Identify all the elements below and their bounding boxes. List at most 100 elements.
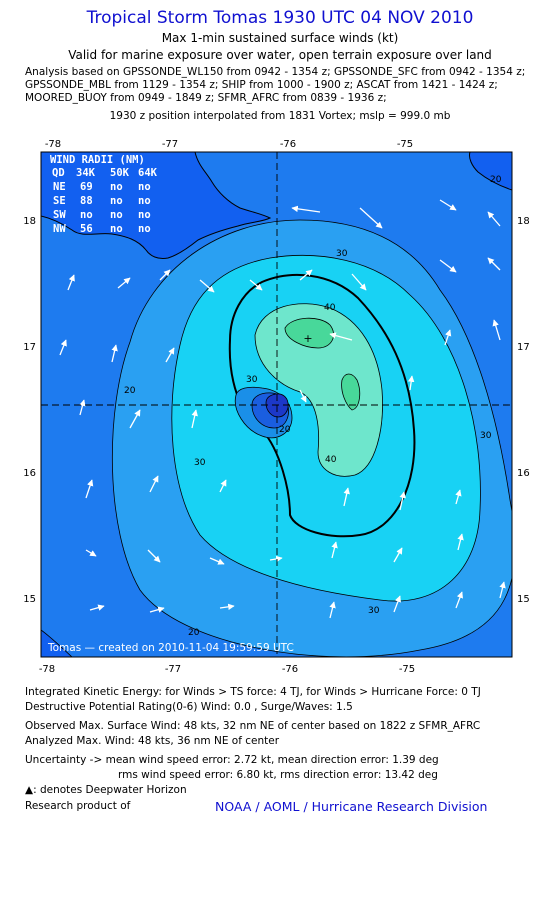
lat-tick-left: 16 xyxy=(23,468,36,479)
wind-vector-arrow xyxy=(147,549,161,563)
wind-radii-cell: NW xyxy=(53,223,66,235)
contour-label: 20 xyxy=(490,175,502,185)
lat-tick-right: 16 xyxy=(517,468,530,479)
wind-radii-cell: 88 xyxy=(80,195,93,207)
wind-vector-arrow xyxy=(331,541,338,559)
wind-band-40-45 xyxy=(254,303,383,477)
lon-tick-top: -78 xyxy=(45,139,61,150)
wind-vector-arrow xyxy=(455,489,462,505)
creation-note: Tomas — created on 2010-11-04 19:59:59 U… xyxy=(47,642,294,654)
noaa-link[interactable]: NOAA / AOML / Hurricane Research Divisio… xyxy=(215,799,488,814)
wind-vector-arrow xyxy=(219,479,227,493)
wind-vector-arrow xyxy=(199,279,215,293)
lat-tick-left: 18 xyxy=(23,216,36,227)
research-label: Research product of xyxy=(25,800,131,812)
wind-vector-arrow xyxy=(111,344,118,363)
lat-tick-right: 17 xyxy=(517,342,530,353)
wind-vector-arrow xyxy=(165,347,175,363)
contour-label: 30 xyxy=(368,606,380,616)
wind-radii-cell: no xyxy=(138,209,151,221)
wind-vector-arrow xyxy=(487,257,501,271)
max-wind-marker: + xyxy=(303,332,312,345)
wind-radii-cell: no xyxy=(138,223,151,235)
contour-label: 20 xyxy=(279,425,291,435)
wind-vector-arrow xyxy=(455,591,463,609)
analysis-line: Analysis based on GPSSONDE_WL150 from 09… xyxy=(25,66,526,78)
wind-vector-arrow xyxy=(299,389,307,403)
wind-radii-cell: no xyxy=(110,181,123,193)
lon-tick-bottom: -75 xyxy=(399,664,415,675)
contour-label: 30 xyxy=(194,458,206,468)
observed-max-line: Observed Max. Surface Wind: 48 kts, 32 n… xyxy=(25,720,481,732)
contour-label: 20 xyxy=(124,386,136,396)
wind-vector-arrow xyxy=(67,274,75,291)
wind-radii-cell: no xyxy=(110,223,123,235)
wind-vector-arrow xyxy=(299,269,313,281)
wind-vector-arrow xyxy=(249,279,263,291)
deepwater-horizon-note: ▲: denotes Deepwater Horizon xyxy=(25,784,187,796)
lon-tick-bottom: -78 xyxy=(39,664,55,675)
wind-radii-cell: no xyxy=(138,195,151,207)
wind-vector-arrow xyxy=(89,604,105,611)
wind-vector-arrow xyxy=(219,603,235,611)
wind-vector-arrow xyxy=(457,533,464,551)
jamaica-coast xyxy=(41,629,73,657)
wind-vector-arrow xyxy=(269,555,283,563)
jamaica-coast xyxy=(469,152,512,191)
page-title: Tropical Storm Tomas 1930 UTC 04 NOV 201… xyxy=(86,8,474,28)
wind-vector-arrow xyxy=(79,399,86,416)
contour-label: 40 xyxy=(324,303,336,313)
analysis-line: MOORED_BUOY from 0949 - 1849 z; SFMR_AFR… xyxy=(25,92,387,104)
contour-label: 40 xyxy=(325,455,337,465)
wind-vectors xyxy=(59,199,506,619)
wind-vector-arrow xyxy=(59,339,67,356)
wind-radii-cell: 69 xyxy=(80,181,93,193)
lon-tick-top: -75 xyxy=(397,139,413,150)
wind-radii-header: 64K xyxy=(138,167,158,179)
validity-note: Valid for marine exposure over water, op… xyxy=(68,48,492,62)
wind-vector-arrow xyxy=(149,606,165,613)
analyzed-max-line: Analyzed Max. Wind: 48 kts, 36 nm NE of … xyxy=(25,735,280,747)
lon-tick-bottom: -77 xyxy=(165,664,181,675)
lat-tick-right: 15 xyxy=(517,594,530,605)
wind-radii-header: QD xyxy=(52,167,65,179)
wind-vector-arrow xyxy=(393,595,401,613)
dpr-line: Destructive Potential Rating(0-6) Wind: … xyxy=(25,701,353,713)
wind-vector-arrow xyxy=(439,259,457,273)
wind-vector-arrow xyxy=(329,332,353,341)
wind-vector-arrow xyxy=(149,475,159,493)
ike-line: Integrated Kinetic Energy: for Winds > T… xyxy=(25,686,481,698)
wind-radii-cell: no xyxy=(80,209,93,221)
wind-vector-arrow xyxy=(129,409,141,429)
uncertainty-rms-line: rms wind speed error: 6.80 kt, rms direc… xyxy=(118,769,438,781)
lat-tick-right: 18 xyxy=(517,216,530,227)
wind-vector-arrow xyxy=(393,547,403,563)
position-note: 1930 z position interpolated from 1831 V… xyxy=(109,110,451,122)
wind-vector-arrow xyxy=(359,207,383,229)
wind-vector-arrow xyxy=(329,601,336,619)
product-subtitle: Max 1-min sustained surface winds (kt) xyxy=(161,31,399,45)
wind-radii-cell: no xyxy=(138,181,151,193)
wind-radii-cell: no xyxy=(110,195,123,207)
map-frame xyxy=(40,151,513,658)
triangle-icon: ▲ xyxy=(25,784,34,796)
wind-radii-cell: NE xyxy=(53,181,66,193)
wind-vector-arrow xyxy=(444,329,452,346)
wind-vector-arrow xyxy=(499,581,506,599)
wind-radii-header: 50K xyxy=(110,167,130,179)
contour-label: 20 xyxy=(188,628,200,638)
wind-vector-arrow xyxy=(85,479,94,499)
analysis-line: GPSSONDE_MBL from 1129 - 1354 z; SHIP fr… xyxy=(25,79,498,91)
wind-band-45-50 xyxy=(341,373,361,411)
deepwater-horizon-text: : denotes Deepwater Horizon xyxy=(33,784,187,796)
wind-vector-arrow xyxy=(351,273,367,291)
wind-radii-cell: 56 xyxy=(80,223,93,235)
lon-tick-top: -77 xyxy=(162,139,178,150)
wind-radii-cell: SW xyxy=(53,209,66,221)
wind-vector-arrow xyxy=(117,277,131,289)
wind-vector-arrow xyxy=(191,409,198,429)
wind-vector-arrow xyxy=(209,557,225,565)
wind-vector-arrow xyxy=(159,269,171,281)
wind-radii-cell: no xyxy=(110,209,123,221)
wind-vector-arrow xyxy=(439,199,457,211)
